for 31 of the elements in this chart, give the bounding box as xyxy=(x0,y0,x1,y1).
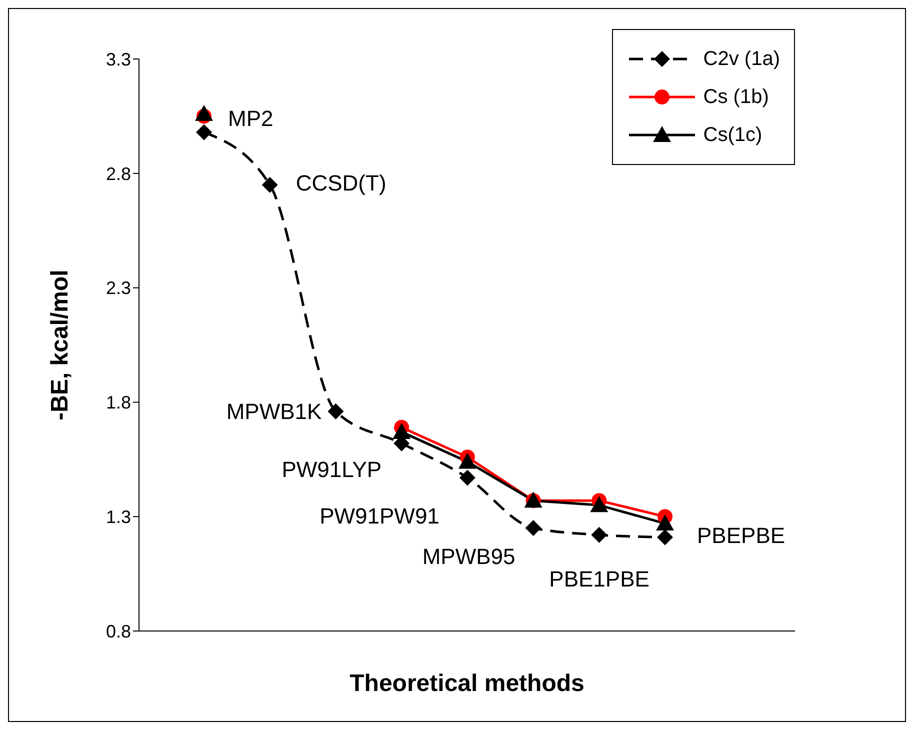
annotation: PW91LYP xyxy=(282,457,382,482)
annotation: PBE1PBE xyxy=(549,566,650,592)
annotation: CCSD(T) xyxy=(296,170,386,196)
y-axis-title: -BE, kcal/mol xyxy=(46,270,74,420)
point xyxy=(392,422,411,439)
y-tick-label: 2.3 xyxy=(106,278,131,298)
point xyxy=(195,104,213,121)
y-tick-label: 3.3 xyxy=(106,49,131,70)
annotation: MPWB1K xyxy=(226,399,322,424)
point xyxy=(262,176,278,193)
x-axis-title: Theoretical methods xyxy=(350,670,584,697)
point xyxy=(590,496,608,512)
point xyxy=(656,514,674,530)
point xyxy=(657,529,673,546)
annotation: MPWB95 xyxy=(422,544,516,569)
annotation: PBEPBE xyxy=(697,523,786,548)
legend-label: C2v (1a) xyxy=(703,48,780,70)
y-tick-label: 1.8 xyxy=(106,392,131,413)
legend-label: Cs(1c) xyxy=(703,124,762,146)
legend-label: Cs (1b) xyxy=(703,86,769,108)
point xyxy=(458,452,476,469)
point xyxy=(591,526,608,543)
point xyxy=(525,520,542,536)
y-tick-label: 1.3 xyxy=(106,506,131,527)
annotation: MP2 xyxy=(228,106,274,132)
point xyxy=(459,470,476,486)
point xyxy=(196,124,212,140)
y-tick-label: 2.8 xyxy=(106,164,131,184)
point xyxy=(328,403,344,420)
annotation: PW91PW91 xyxy=(320,504,440,529)
y-tick-label: 0.8 xyxy=(106,621,131,642)
